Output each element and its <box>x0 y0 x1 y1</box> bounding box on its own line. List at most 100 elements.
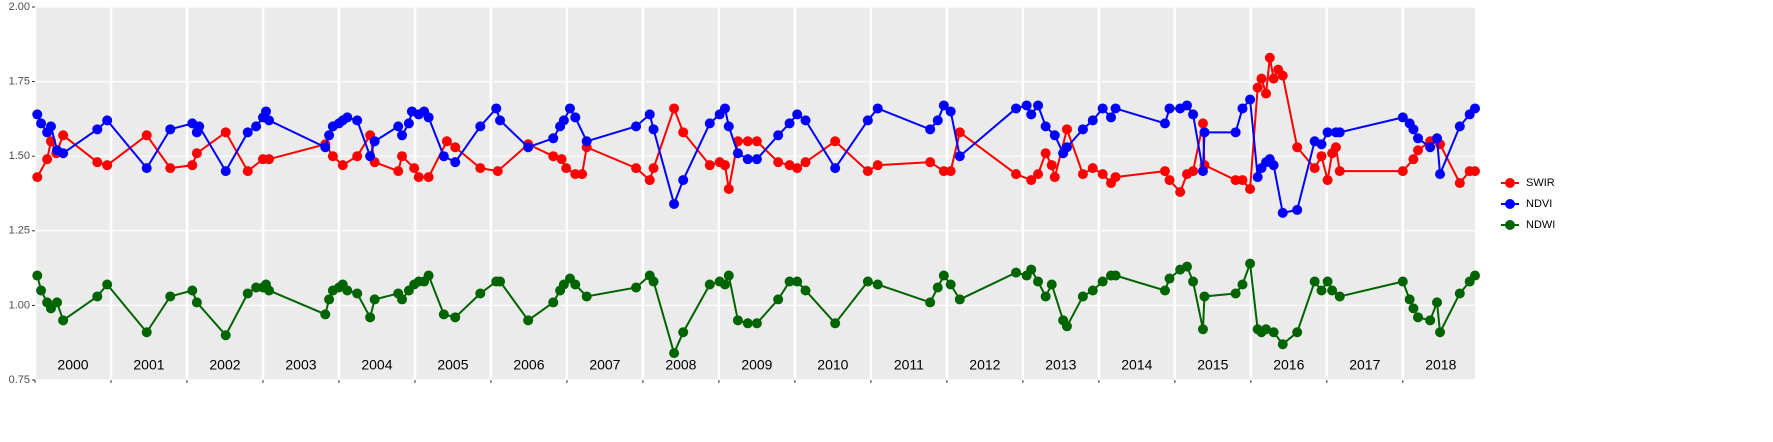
legend-label: SWIR <box>1526 177 1555 189</box>
point <box>1110 270 1121 281</box>
point <box>800 285 811 296</box>
point <box>194 121 205 132</box>
point <box>648 124 659 135</box>
point <box>732 148 743 159</box>
point <box>491 103 502 114</box>
point <box>495 276 506 287</box>
point <box>475 163 486 174</box>
point <box>792 163 803 174</box>
point <box>450 142 461 153</box>
point <box>220 166 231 177</box>
point <box>1277 70 1288 81</box>
point <box>945 166 956 177</box>
point <box>1188 166 1199 177</box>
year-label: 2009 <box>741 357 772 373</box>
point <box>141 163 152 174</box>
legend: SWIR NDVI NDWI <box>1501 177 1555 231</box>
year-label: 2002 <box>209 357 240 373</box>
point <box>1470 270 1480 281</box>
point <box>397 130 408 141</box>
point <box>1199 291 1210 302</box>
point <box>1277 207 1288 218</box>
point <box>1077 124 1088 135</box>
point <box>872 103 883 114</box>
point <box>1011 267 1022 278</box>
point <box>165 291 176 302</box>
point <box>1397 276 1408 287</box>
point <box>187 285 198 296</box>
point <box>1252 172 1263 183</box>
point <box>1432 297 1443 308</box>
point <box>938 166 949 177</box>
point <box>1322 127 1333 138</box>
point <box>1026 175 1037 186</box>
point <box>1454 288 1465 299</box>
point <box>678 327 689 338</box>
point <box>320 309 331 320</box>
point <box>784 118 795 129</box>
point <box>1316 151 1327 162</box>
point <box>423 112 434 123</box>
point <box>561 163 572 174</box>
point <box>141 130 152 141</box>
point <box>1188 276 1199 287</box>
point <box>570 169 581 180</box>
point <box>773 130 784 141</box>
point <box>669 348 680 359</box>
point <box>1268 160 1279 171</box>
point <box>324 130 335 141</box>
point <box>784 276 795 287</box>
year-label: 2008 <box>665 357 696 373</box>
point <box>1026 264 1037 275</box>
point <box>1261 324 1272 335</box>
point <box>403 118 414 129</box>
point <box>1322 276 1333 287</box>
point <box>261 106 272 117</box>
point <box>369 136 380 147</box>
point <box>393 166 404 177</box>
point <box>1237 279 1248 290</box>
point <box>1011 103 1022 114</box>
point <box>1309 276 1320 287</box>
point <box>1292 142 1303 153</box>
point <box>492 166 503 177</box>
point <box>872 160 883 171</box>
point <box>352 288 363 299</box>
point <box>631 282 642 293</box>
point <box>1026 109 1037 120</box>
point <box>423 270 434 281</box>
point <box>365 312 376 323</box>
year-label: 2007 <box>589 357 620 373</box>
y-tick-label: 1.50 <box>9 150 30 162</box>
point <box>102 115 113 126</box>
point <box>1413 312 1424 323</box>
point <box>1292 204 1303 215</box>
point <box>1292 327 1303 338</box>
point <box>393 121 404 132</box>
point <box>1046 279 1057 290</box>
point <box>1164 273 1175 284</box>
year-label: 2018 <box>1425 357 1456 373</box>
point <box>548 133 559 144</box>
point <box>1040 148 1051 159</box>
point <box>58 130 69 141</box>
point <box>872 279 883 290</box>
point <box>732 315 743 326</box>
point <box>102 279 113 290</box>
point <box>1334 166 1345 177</box>
year-label: 2014 <box>1121 357 1152 373</box>
point <box>1061 321 1072 332</box>
point <box>577 169 588 180</box>
point <box>1110 172 1121 183</box>
point <box>36 118 47 129</box>
year-label: 2006 <box>513 357 544 373</box>
point <box>1159 166 1170 177</box>
point <box>932 115 943 126</box>
point <box>1454 121 1465 132</box>
point <box>1033 169 1044 180</box>
point <box>631 163 642 174</box>
axes: 0.75 1.00 1.25 1.50 1.75 2.00 2000 2001 2002 2003… <box>9 1 1457 386</box>
point <box>751 318 762 329</box>
point <box>1413 133 1424 144</box>
point <box>342 285 353 296</box>
